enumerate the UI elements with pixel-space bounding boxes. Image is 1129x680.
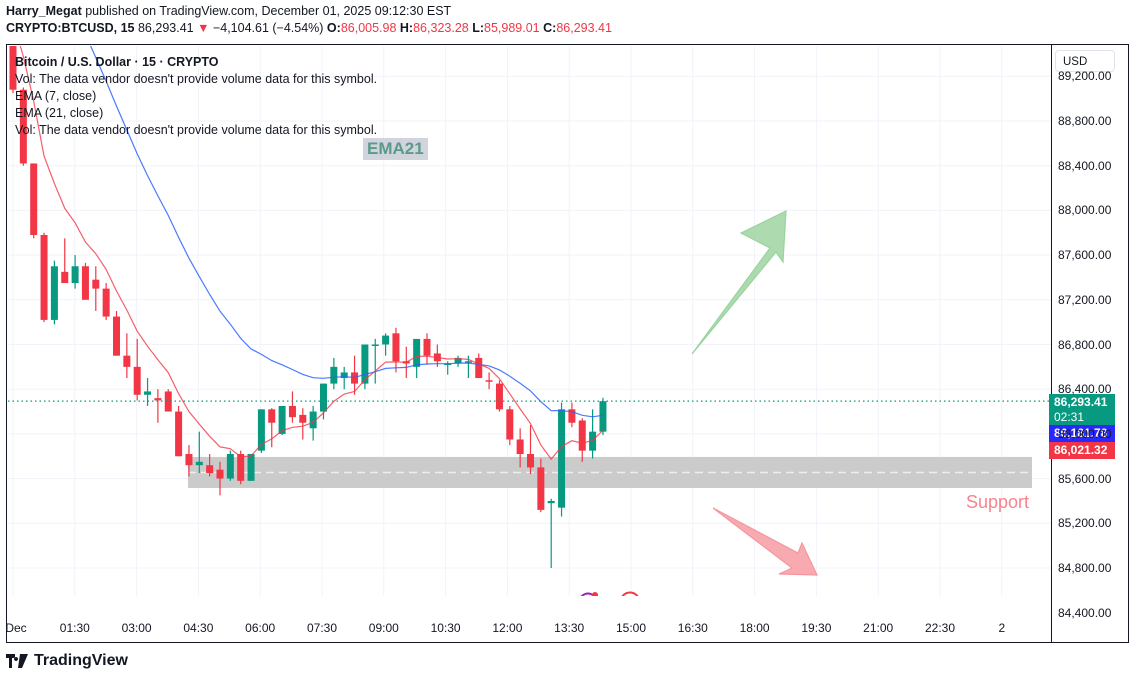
chart-legend: Bitcoin / U.S. Dollar · 15 · CRYPTO Vol:… bbox=[15, 54, 377, 139]
currency-button[interactable]: USD bbox=[1055, 50, 1115, 72]
time-tick-label: 12:00 bbox=[492, 621, 523, 635]
last-price-tag-value: 86,293.41 bbox=[1054, 395, 1108, 409]
time-tick-label: 15:00 bbox=[615, 621, 647, 635]
price-tick-label: 85,200.00 bbox=[1058, 516, 1112, 531]
author-name[interactable]: Harry_Megat bbox=[6, 4, 82, 18]
price-tick-label: 86,400.00 bbox=[1058, 382, 1112, 397]
time-tick-label: 07:30 bbox=[306, 621, 338, 635]
time-tick-label: 2 bbox=[998, 621, 1006, 635]
price-tick-label: 88,400.00 bbox=[1058, 158, 1112, 173]
price-tick-label: 84,400.00 bbox=[1058, 605, 1112, 620]
high-value: 86,323.28 bbox=[413, 21, 469, 35]
high-label: H: bbox=[399, 21, 414, 35]
time-tick-label: 18:00 bbox=[739, 621, 770, 635]
legend-ema7[interactable]: EMA (7, close) bbox=[15, 89, 97, 103]
price-tick-label: 87,600.00 bbox=[1058, 248, 1112, 263]
price-tick-label: 86,000.00 bbox=[1058, 426, 1112, 441]
legend-volume-1[interactable]: Vol: The data vendor doesn't provide vol… bbox=[15, 72, 378, 86]
price-tick-label: 85,600.00 bbox=[1058, 471, 1112, 486]
low-value: 85,989.01 bbox=[484, 21, 540, 35]
last-price: 86,293.41 bbox=[137, 21, 194, 35]
time-tick-label: Dec bbox=[5, 621, 27, 635]
open-value: 86,005.98 bbox=[340, 21, 397, 35]
time-tick-label: 16:30 bbox=[677, 621, 708, 635]
support-annotation[interactable]: Support bbox=[966, 492, 1030, 512]
time-tick-label: 03:00 bbox=[121, 621, 152, 635]
time-tick-label: 21:00 bbox=[863, 621, 894, 635]
open-label: O: bbox=[326, 21, 341, 35]
price-tick-label: 88,000.00 bbox=[1058, 203, 1112, 218]
price-tick-label: 84,800.00 bbox=[1058, 561, 1112, 575]
time-tick-label: 09:00 bbox=[368, 621, 399, 635]
price-tick-label: 86,800.00 bbox=[1058, 337, 1112, 352]
down-triangle-icon: ▼ bbox=[197, 21, 210, 35]
price-change: −4,104.61 (−4.54%) bbox=[212, 21, 324, 35]
time-tick-label: 06:00 bbox=[245, 621, 276, 635]
publish-text: published on TradingView.com, December 0… bbox=[85, 4, 452, 18]
time-tick-label: 01:30 bbox=[59, 621, 90, 635]
time-tick-label: 10:30 bbox=[430, 621, 461, 635]
time-tick-label: 13:30 bbox=[554, 621, 585, 635]
brand-name: TradingView bbox=[34, 652, 128, 669]
publish-info: Harry_Megat published on TradingView.com… bbox=[6, 4, 451, 18]
close-label: C: bbox=[543, 21, 557, 35]
ema21-price-tag: 86,181.78 bbox=[1049, 425, 1115, 442]
chart-pane[interactable] bbox=[6, 44, 1052, 643]
ema7-price-tag: 86,021.32 bbox=[1049, 442, 1115, 459]
legend-volume-2[interactable]: Vol: The data vendor doesn't provide vol… bbox=[15, 123, 378, 137]
ohlc-bar: CRYPTO:BTCUSD, 15 86,293.41 ▼ −4,104.61 … bbox=[6, 21, 612, 35]
time-tick-label: 19:30 bbox=[801, 621, 832, 635]
bar-countdown: 02:31 bbox=[1054, 410, 1085, 424]
time-tick-label: 22:30 bbox=[924, 621, 956, 635]
price-tick-label: 87,200.00 bbox=[1058, 292, 1112, 307]
time-tick-label: 04:30 bbox=[183, 621, 214, 635]
last-price-tag: 86,293.41 02:31 bbox=[1049, 394, 1115, 426]
tradingview-logo-icon bbox=[6, 654, 28, 668]
price-tick-label: 89,200.00 bbox=[1058, 69, 1112, 84]
close-value: 86,293.41 bbox=[556, 21, 612, 35]
price-tick-label: 88,800.00 bbox=[1058, 114, 1112, 128]
price-axis[interactable] bbox=[1052, 44, 1129, 643]
symbol-interval: CRYPTO:BTCUSD, 15 bbox=[6, 21, 135, 35]
legend-ema21[interactable]: EMA (21, close) bbox=[15, 106, 104, 120]
legend-title[interactable]: Bitcoin / U.S. Dollar · 15 · CRYPTO bbox=[15, 55, 219, 69]
tradingview-logo[interactable]: TradingView bbox=[6, 652, 128, 670]
ema21-annotation[interactable]: EMA21 bbox=[363, 138, 428, 160]
low-label: L: bbox=[472, 21, 485, 35]
